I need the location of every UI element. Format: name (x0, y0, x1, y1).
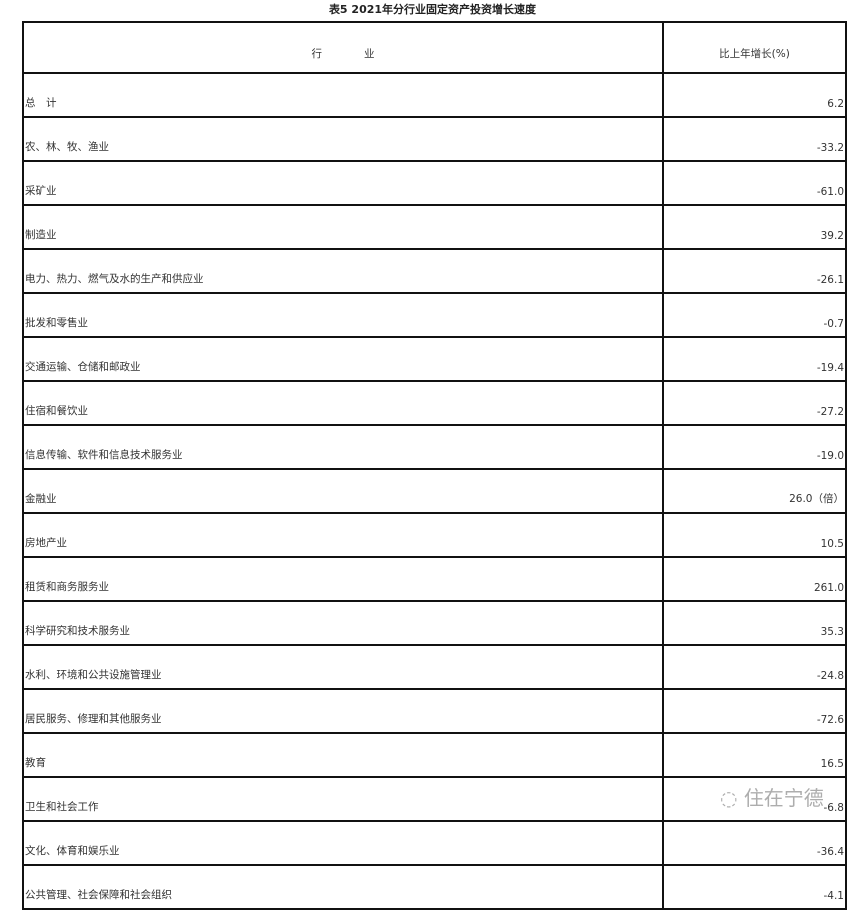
growth-value: 10.5 (662, 512, 847, 558)
growth-value: -19.4 (662, 336, 847, 382)
table-row: 公共管理、社会保障和社会组织 -4.1 (22, 864, 847, 910)
table-row: 教育 16.5 (22, 732, 847, 778)
table-row: 文化、体育和娱乐业 -36.4 (22, 820, 847, 866)
watermark-text: 住在宁德 (743, 786, 824, 810)
table-row: 信息传输、软件和信息技术服务业 -19.0 (22, 424, 847, 470)
table-row: 科学研究和技术服务业 35.3 (22, 600, 847, 646)
growth-value: -72.6 (662, 688, 847, 734)
industry-name: 总 计 (22, 72, 664, 118)
growth-value: -24.8 (662, 644, 847, 690)
industry-name: 租赁和商务服务业 (22, 556, 664, 602)
industry-name: 批发和零售业 (22, 292, 664, 338)
table-title: 表5 2021年分行业固定资产投资增长速度 (328, 3, 537, 16)
industry-name: 采矿业 (22, 160, 664, 206)
header-row: 行 业 比上年增长(%) (22, 21, 847, 74)
industry-name: 农、林、牧、渔业 (22, 116, 664, 162)
growth-value: 35.3 (662, 600, 847, 646)
industry-name: 电力、热力、燃气及水的生产和供应业 (22, 248, 664, 294)
growth-value: -6.8 (662, 776, 847, 822)
industry-name: 居民服务、修理和其他服务业 (22, 688, 664, 734)
table-row: 金融业 26.0（倍） (22, 468, 847, 514)
growth-value: 39.2 (662, 204, 847, 250)
growth-value: -33.2 (662, 116, 847, 162)
industry-name: 公共管理、社会保障和社会组织 (22, 864, 664, 910)
table-row: 农、林、牧、渔业 -33.2 (22, 116, 847, 162)
investment-growth-table: 行 业 比上年增长(%) 总 计 6.2 农、林、牧、渔业 -33.2 采矿业 -61.0… (22, 21, 847, 910)
wechat-icon: ◌ (720, 786, 738, 810)
table-row: 租赁和商务服务业 261.0 (22, 556, 847, 602)
growth-value: -26.1 (662, 248, 847, 294)
growth-value: 6.2 (662, 72, 847, 118)
industry-name: 教育 (22, 732, 664, 778)
growth-value: -36.4 (662, 820, 847, 866)
header-industry: 行 业 (22, 21, 664, 74)
growth-value: -19.0 (662, 424, 847, 470)
table-row: 交通运输、仓储和邮政业 -19.4 (22, 336, 847, 382)
table-row: 批发和零售业 -0.7 (22, 292, 847, 338)
growth-value: 26.0（倍） (662, 468, 847, 514)
industry-name: 制造业 (22, 204, 664, 250)
growth-value: -27.2 (662, 380, 847, 426)
growth-value: 261.0 (662, 556, 847, 602)
table-row: 居民服务、修理和其他服务业 -72.6 (22, 688, 847, 734)
growth-value: 16.5 (662, 732, 847, 778)
industry-name: 金融业 (22, 468, 664, 514)
table-row: 卫生和社会工作 -6.8 (22, 776, 847, 822)
watermark: ◌ 住在宁德 (720, 782, 824, 811)
industry-name: 水利、环境和公共设施管理业 (22, 644, 664, 690)
growth-value: -61.0 (662, 160, 847, 206)
growth-value: -0.7 (662, 292, 847, 338)
table-row: 采矿业 -61.0 (22, 160, 847, 206)
industry-name: 房地产业 (22, 512, 664, 558)
table-row: 总 计 6.2 (22, 72, 847, 118)
industry-name: 卫生和社会工作 (22, 776, 664, 822)
table-row: 房地产业 10.5 (22, 512, 847, 558)
table-row: 制造业 39.2 (22, 204, 847, 250)
table-row: 水利、环境和公共设施管理业 -24.8 (22, 644, 847, 690)
industry-name: 交通运输、仓储和邮政业 (22, 336, 664, 382)
table-row: 住宿和餐饮业 -27.2 (22, 380, 847, 426)
table-row: 电力、热力、燃气及水的生产和供应业 -26.1 (22, 248, 847, 294)
industry-name: 住宿和餐饮业 (22, 380, 664, 426)
growth-value: -4.1 (662, 864, 847, 910)
industry-name: 信息传输、软件和信息技术服务业 (22, 424, 664, 470)
industry-name: 文化、体育和娱乐业 (22, 820, 664, 866)
industry-name: 科学研究和技术服务业 (22, 600, 664, 646)
header-growth: 比上年增长(%) (662, 21, 847, 74)
